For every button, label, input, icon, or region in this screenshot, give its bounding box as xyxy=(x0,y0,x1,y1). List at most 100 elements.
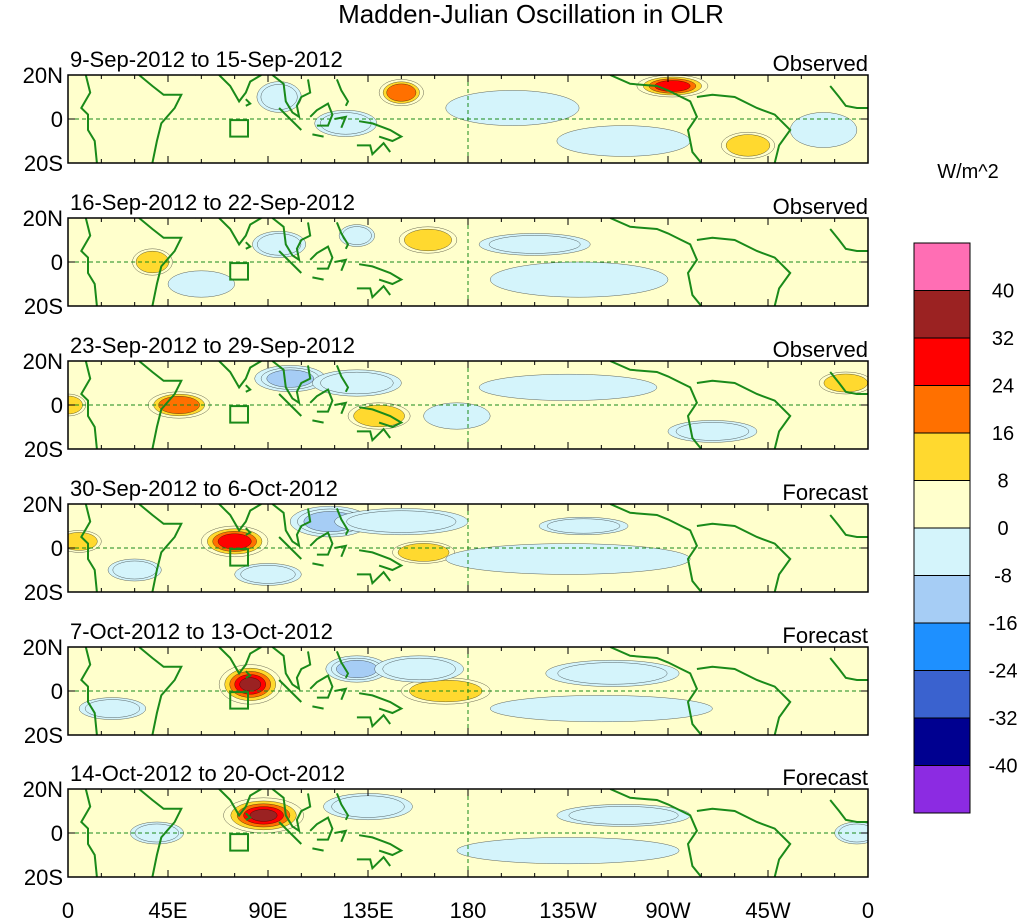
colorbar-label: 40 xyxy=(992,281,1014,303)
coastline xyxy=(829,799,868,823)
coastline xyxy=(335,508,350,536)
coastline xyxy=(278,679,303,703)
coastline xyxy=(218,75,262,104)
coastline xyxy=(358,549,404,572)
coastline xyxy=(358,120,404,143)
reference-box xyxy=(229,691,250,710)
coastlines xyxy=(80,75,868,163)
coastline xyxy=(245,384,252,393)
coastlines xyxy=(80,789,868,877)
anomaly-contour xyxy=(423,402,491,430)
y-tick-label: 20N xyxy=(23,63,63,88)
coastline xyxy=(356,570,391,586)
coastline xyxy=(334,829,348,843)
coastline xyxy=(334,544,348,558)
coastline xyxy=(696,807,792,877)
coastline xyxy=(312,847,324,852)
anomaly-contour xyxy=(260,84,298,110)
coastline xyxy=(829,85,868,109)
panel-period: 7-Oct-2012 to 13-Oct-2012 xyxy=(70,619,333,644)
coastline xyxy=(829,228,868,252)
coastline xyxy=(335,793,350,821)
colorbar-swatch xyxy=(913,622,971,671)
coastline xyxy=(356,713,391,729)
panel: 20N 0 20S 14-Oct-2012 to 20-Oct-2012 Forecas… xyxy=(23,761,869,890)
coastline xyxy=(271,504,312,548)
coastline xyxy=(218,504,262,533)
anomaly-contour xyxy=(112,560,157,580)
reference-box xyxy=(229,548,250,567)
coastline xyxy=(80,789,98,877)
panel-period: 16-Sep-2012 to 22-Sep-2012 xyxy=(70,190,355,215)
anomaly-contour xyxy=(823,373,868,393)
coastline xyxy=(312,276,324,281)
colorbar-label: 8 xyxy=(997,471,1008,493)
coastline xyxy=(80,647,98,735)
anomaly-contour xyxy=(249,809,278,822)
coastlines xyxy=(80,647,868,735)
coastline xyxy=(278,393,303,417)
x-tick-label: 45W xyxy=(745,898,790,922)
reference-box xyxy=(229,262,250,281)
anomaly-contour xyxy=(386,83,417,102)
coastline xyxy=(358,834,404,857)
coastline xyxy=(138,647,183,735)
anomaly-contour xyxy=(675,422,750,441)
anomaly-contour xyxy=(456,837,680,864)
coastline xyxy=(609,789,703,877)
coastline xyxy=(358,406,404,429)
coastline xyxy=(218,647,262,676)
coastline xyxy=(696,236,792,306)
anomaly-contour xyxy=(404,229,452,251)
y-tick-label: 20S xyxy=(24,151,63,176)
coastline xyxy=(358,263,404,286)
y-tick-label: 20S xyxy=(24,580,63,605)
colorbar-swatch xyxy=(913,527,971,576)
anomaly-field xyxy=(80,75,868,163)
x-tick-label: 90E xyxy=(248,898,287,922)
coastline xyxy=(245,670,252,679)
y-tick-label: 20S xyxy=(24,865,63,890)
coastline xyxy=(80,361,98,449)
anomaly-contour xyxy=(556,125,691,157)
colorbar-label: 0 xyxy=(997,518,1008,540)
coastline xyxy=(334,687,348,701)
anomaly-contour xyxy=(68,532,98,551)
y-tick-label: 20N xyxy=(23,635,63,660)
colorbar-swatch xyxy=(913,290,971,339)
chart-title: Madden-Julian Oscillation in OLR xyxy=(338,0,724,29)
anomaly-contour xyxy=(346,510,457,533)
colorbar-swatch xyxy=(913,480,971,529)
coastline xyxy=(245,812,252,821)
coastline xyxy=(312,705,324,710)
anomaly-contour xyxy=(239,677,261,692)
coastline xyxy=(609,75,703,163)
colorbar-swatch xyxy=(913,337,971,386)
coastlines xyxy=(80,218,868,306)
coastline xyxy=(138,504,183,592)
anomaly-contour xyxy=(490,695,713,722)
anomaly-contour xyxy=(478,374,658,401)
coastline xyxy=(334,115,348,129)
reference-box xyxy=(229,119,250,138)
y-tick-label: 0 xyxy=(51,679,63,704)
coastline xyxy=(335,79,350,107)
anomaly-field xyxy=(68,504,868,592)
coastline xyxy=(356,855,391,871)
panel-period: 23-Sep-2012 to 29-Sep-2012 xyxy=(70,333,355,358)
coastline xyxy=(245,527,252,536)
coastline xyxy=(829,371,868,395)
colorbar-swatch xyxy=(913,575,971,624)
coastline xyxy=(335,651,350,679)
coastline xyxy=(271,647,312,691)
coastline xyxy=(218,361,262,390)
colorbar-label: 32 xyxy=(992,328,1014,350)
coastline xyxy=(80,218,98,306)
coastline xyxy=(271,218,312,262)
y-tick-label: 20S xyxy=(24,723,63,748)
panel: 20N 0 20S 30-Sep-2012 to 6-Oct-2012 Forecast xyxy=(23,476,869,605)
x-tick-label: 135E xyxy=(342,898,393,922)
coastline xyxy=(245,98,252,107)
colorbar: W/m^2 40 32 24 16 8 0 -8 -16 -24 -32 -40 xyxy=(913,161,1017,814)
